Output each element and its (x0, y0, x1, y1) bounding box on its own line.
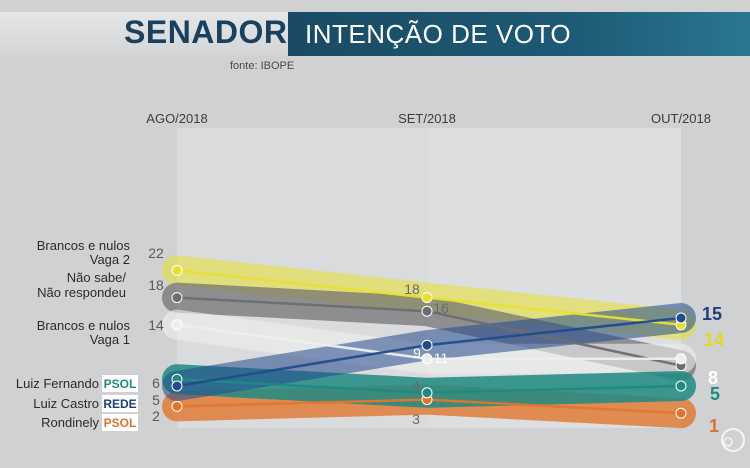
watermark-logo-icon (721, 428, 745, 452)
party-label-luizfernando: PSOL (104, 377, 137, 391)
data-point-naosabe-0 (171, 292, 183, 304)
value-label-naosabe-2: 8 (708, 368, 718, 388)
party-label-rondinely: PSOL (104, 416, 137, 430)
value-label-brancos1-1: 9 (413, 345, 421, 361)
data-point-brancos2-0 (171, 264, 183, 276)
value-label-luizcastro-1: 11 (434, 350, 449, 366)
x-tick-label-1: SET/2018 (398, 111, 456, 126)
data-point-rondinely-0 (171, 400, 183, 412)
legend-label-brancos1-1: Vaga 1 (90, 332, 130, 347)
watermark-logo-ring-icon (723, 437, 733, 447)
data-point-luizfernando-2 (675, 380, 687, 392)
value-label-luizfernando-0: 6 (152, 375, 160, 391)
legend-label-naosabe-0: Não sabe/ (67, 270, 127, 285)
value-label-luizfernando-2: 5 (710, 384, 720, 404)
value-label-brancos2-2: 14 (704, 330, 724, 350)
page-title: SENADOR (124, 14, 288, 50)
value-label-rondinely-2: 1 (709, 416, 719, 436)
legend-label-luizfernando-0: Luiz Fernando (16, 376, 99, 391)
data-point-rondinely-2 (675, 407, 687, 419)
data-point-luizcastro-2 (675, 312, 687, 324)
value-label-rondinely-0: 2 (152, 408, 160, 424)
data-point-luizcastro-1 (421, 339, 433, 351)
header-left-panel (0, 12, 288, 56)
value-label-luizcastro-2: 15 (702, 304, 722, 324)
value-label-brancos1-0: 14 (148, 317, 164, 333)
value-label-rondinely-1: 3 (412, 411, 420, 427)
value-label-luizfernando-1: 4 (412, 378, 420, 394)
page-subtitle: INTENÇÃO DE VOTO (305, 19, 572, 49)
value-label-brancos2-0: 22 (148, 245, 164, 261)
value-label-brancos2-1: 18 (404, 281, 420, 297)
party-label-luizcastro: REDE (103, 397, 136, 411)
x-tick-label-2: OUT/2018 (651, 111, 711, 126)
legend-label-brancos2-0: Brancos e nulos (37, 238, 131, 253)
legend-label-brancos1-0: Brancos e nulos (37, 318, 131, 333)
header-right-panel (288, 12, 750, 56)
data-point-naosabe-1 (421, 305, 433, 317)
value-label-naosabe-1: 16 (433, 300, 449, 316)
source-note: fonte: IBOPE (230, 60, 295, 72)
data-point-brancos1-0 (171, 319, 183, 331)
legend-label-naosabe-1: Não respondeu (37, 285, 126, 300)
legend-label-luizcastro-0: Luiz Castro (33, 396, 99, 411)
party-badge-luizfernando (102, 375, 138, 392)
data-point-luizcastro-0 (171, 380, 183, 392)
value-label-luizcastro-0: 5 (152, 392, 160, 408)
legend-label-brancos2-1: Vaga 2 (90, 252, 130, 267)
legend-label-rondinely-0: Rondinely (41, 415, 99, 430)
value-label-naosabe-0: 18 (148, 277, 164, 293)
x-tick-label-0: AGO/2018 (146, 111, 207, 126)
data-point-brancos2-1 (421, 292, 433, 304)
data-point-luizfernando-1 (421, 387, 433, 399)
data-point-brancos1-1 (421, 353, 433, 365)
data-point-brancos1-2 (675, 353, 687, 365)
party-badge-rondinely (102, 414, 138, 431)
party-badge-luizcastro (102, 395, 138, 412)
